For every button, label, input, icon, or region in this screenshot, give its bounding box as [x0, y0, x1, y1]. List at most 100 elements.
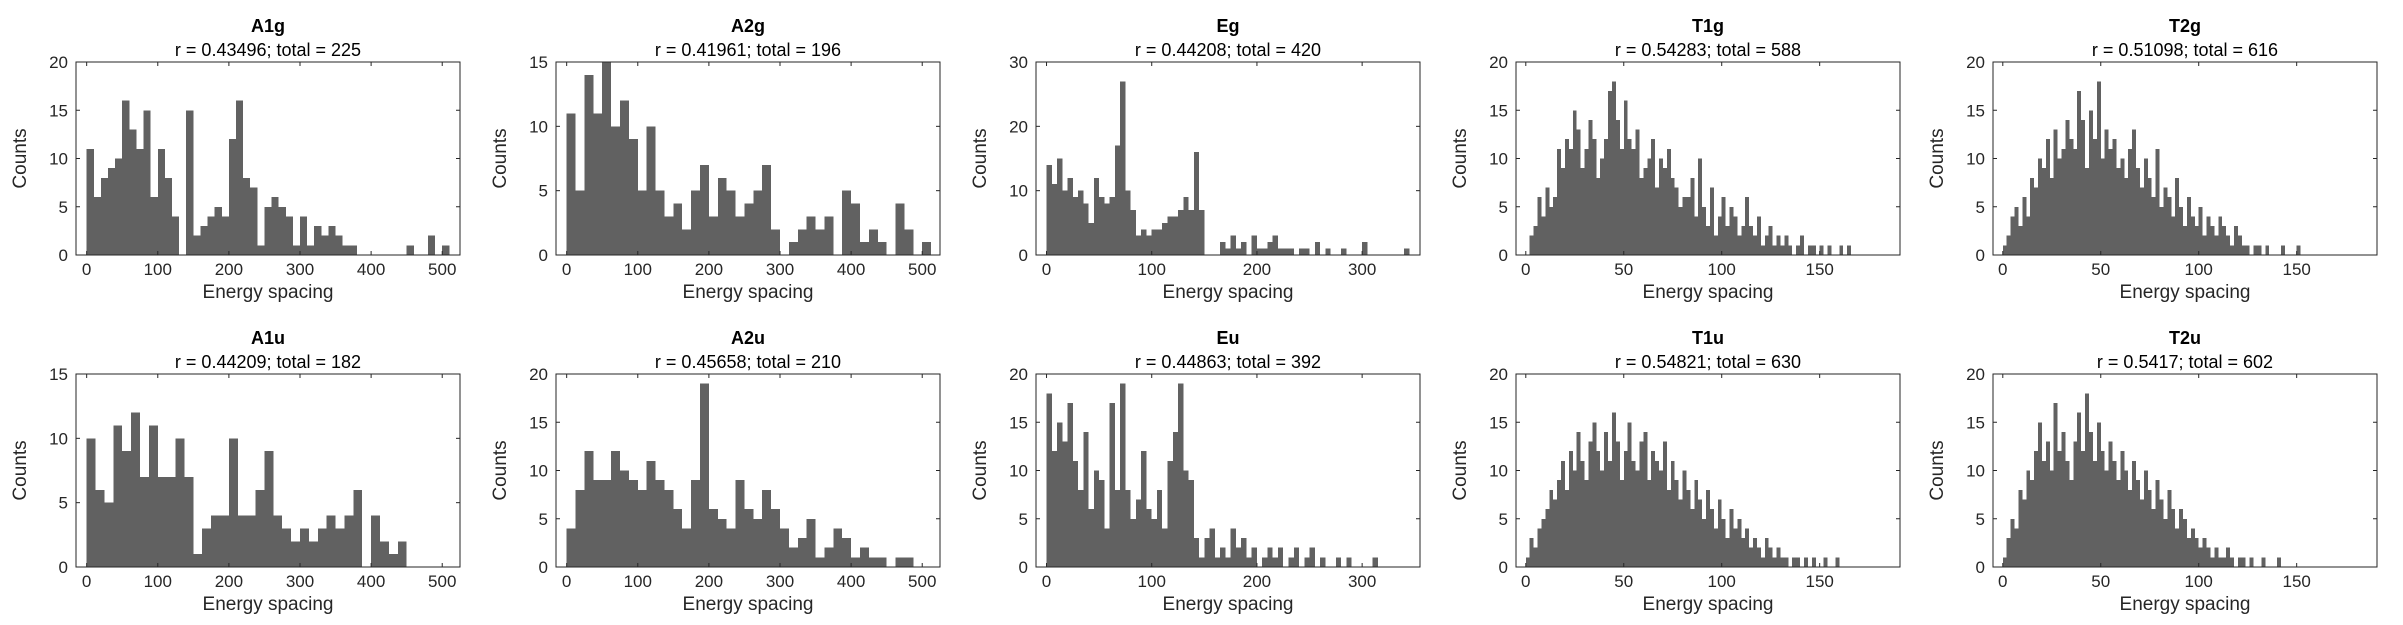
bar-a2g-bin-3: [593, 113, 602, 255]
bar-eg-bin-16: [1131, 210, 1136, 255]
bar-t2u-bin-28: [2113, 461, 2117, 567]
bar-t2u-bin-30: [2120, 451, 2124, 567]
bar-t2g-bin-62: [2246, 245, 2250, 255]
bar-eu-bin-29: [1199, 557, 1204, 567]
bar-t1g-bin-80: [1839, 245, 1843, 255]
bar-eg-bin-41: [1262, 249, 1267, 255]
bar-eu-bin-47: [1294, 548, 1299, 567]
bar-t1g-bin-41: [1686, 197, 1690, 255]
bars-a1u: [87, 413, 407, 567]
y-tick-label-eu-3: 15: [1009, 413, 1028, 432]
bar-eu-bin-19: [1146, 509, 1151, 567]
bar-t2g-bin-29: [2116, 168, 2120, 255]
bar-eg-bin-35: [1231, 236, 1236, 255]
bar-t2u-bin-12: [2050, 471, 2054, 568]
panel-a2u: 0 100 200 300 400 50005101520A2ur = 0.45658; …: [490, 328, 940, 615]
panel-subtitle-eg: r = 0.44208; total = 420: [1135, 40, 1321, 60]
bar-a2g-bin-19: [736, 216, 745, 255]
bar-a2u-bin-31: [842, 538, 851, 567]
bar-t2g-bin-22: [2089, 110, 2093, 255]
bar-a1u-bin-22: [282, 528, 291, 567]
bar-a2g-bin-9: [647, 126, 656, 255]
y-axis-label-t1u: Counts: [1450, 440, 1471, 500]
bar-t2u-bin-19: [2077, 413, 2081, 567]
panel-eu: 0 100 200 30005101520Eur = 0.44863; total =…: [970, 328, 1420, 615]
x-tick-label-a2u-2: 200: [695, 572, 723, 591]
bar-t1g-bin-54: [1737, 236, 1741, 255]
bar-t2g-bin-45: [2179, 207, 2183, 255]
y-tick-label-t1u-2: 10: [1489, 462, 1508, 481]
bar-eu-bin-22: [1162, 528, 1167, 567]
bar-t1g-bin-25: [1624, 101, 1628, 255]
x-tick-label-t1g-0: 0: [1521, 260, 1530, 279]
bar-a1u-bin-9: [167, 477, 176, 567]
bar-t1g-bin-2: [1534, 226, 1538, 255]
panel-title-eg: Eg: [1216, 16, 1239, 36]
bar-a2u-bin-27: [807, 519, 816, 567]
y-tick-label-eg-2: 20: [1009, 117, 1028, 136]
x-tick-label-a1u-4: 400: [357, 572, 385, 591]
bar-a1g-bin-29: [293, 245, 300, 255]
bar-t1g-bin-48: [1714, 236, 1718, 255]
bar-a2g-bin-5: [611, 126, 620, 255]
bar-a1g-bin-36: [343, 245, 350, 255]
panel-eg: 0 100 200 3000102030Egr = 0.44208; total = …: [970, 16, 1420, 303]
bar-a1u-bin-28: [336, 528, 345, 567]
bar-t1g-bin-59: [1757, 216, 1761, 255]
bars-t1g: [1530, 81, 1851, 255]
bar-t1g-bin-14: [1581, 168, 1585, 255]
y-tick-label-eu-4: 20: [1009, 365, 1028, 384]
bar-a1g-bin-9: [151, 197, 158, 255]
y-tick-label-a1u-2: 10: [49, 429, 68, 448]
bar-t1g-bin-61: [1765, 236, 1769, 255]
bar-eu-bin-32: [1215, 557, 1220, 567]
bar-a2u-bin-15: [700, 384, 709, 567]
x-tick-label-a1u-5: 500: [428, 572, 456, 591]
x-axis-label-eu: Energy spacing: [1163, 594, 1294, 615]
bar-t2g-bin-40: [2160, 207, 2164, 255]
bar-t2u-bin-22: [2089, 432, 2093, 567]
bar-a1u-bin-14: [211, 516, 220, 567]
bar-t1g-bin-58: [1753, 236, 1757, 255]
x-tick-label-a1u-0: 0: [82, 572, 91, 591]
bar-t2g-bin-36: [2144, 159, 2148, 256]
bar-eu-bin-2: [1057, 422, 1062, 567]
bar-a1g-bin-16: [200, 226, 207, 255]
bar-eu-bin-13: [1115, 490, 1120, 567]
bar-a2g-bin-14: [691, 191, 700, 255]
bar-t1g-bin-77: [1828, 245, 1832, 255]
x-tick-label-a1g-5: 500: [428, 260, 456, 279]
bar-a2g-bin-29: [824, 216, 833, 255]
y-axis-label-a1g: Counts: [10, 128, 31, 188]
bar-t1g-bin-70: [1800, 236, 1804, 255]
bar-t1g-bin-13: [1577, 130, 1581, 255]
panel-t2u: 0 50 100 150 0 5 10 15 20 T2u r = 0.5417; total = …: [1927, 328, 2377, 615]
bar-t1u-bin-33: [1655, 461, 1659, 567]
bar-t2u-bin-50: [2199, 548, 2203, 567]
bar-t2g-bin-43: [2171, 216, 2175, 255]
panel-t2g: 0 50 100 15005101520T2gr = 0.51098; total =…: [1927, 16, 2377, 303]
bar-t2g-bin-9: [2038, 159, 2042, 256]
bar-t1g-bin-6: [1549, 207, 1553, 255]
bar-eg-bin-56: [1341, 249, 1346, 255]
bar-t2u-bin-18: [2073, 442, 2077, 567]
bar-eu-bin-28: [1194, 538, 1199, 567]
bar-a2u-bin-8: [638, 490, 647, 567]
bar-a1g-bin-11: [165, 178, 172, 255]
bar-a2g-bin-8: [638, 191, 647, 255]
bar-t2g-bin-1: [2007, 236, 2011, 255]
x-tick-label-t1g-1: 50: [1614, 260, 1633, 279]
bar-t1g-bin-17: [1592, 139, 1596, 255]
bar-a2g-bin-23: [771, 229, 780, 255]
x-tick-label-t2g-1: 50: [2091, 260, 2110, 279]
bar-eu-bin-16: [1131, 519, 1136, 567]
bar-a1g-bin-12: [172, 216, 179, 255]
bar-t1g-bin-62: [1769, 226, 1773, 255]
bar-eu-bin-27: [1189, 480, 1194, 567]
bar-t1g-bin-49: [1718, 216, 1722, 255]
y-tick-label-t1g-3: 15: [1489, 101, 1508, 120]
bar-a2u-bin-11: [664, 490, 673, 567]
bar-t2u-bin-57: [2226, 548, 2230, 567]
bar-t1u-bin-64: [1777, 548, 1781, 567]
bar-t1u-bin-55: [1741, 538, 1745, 567]
